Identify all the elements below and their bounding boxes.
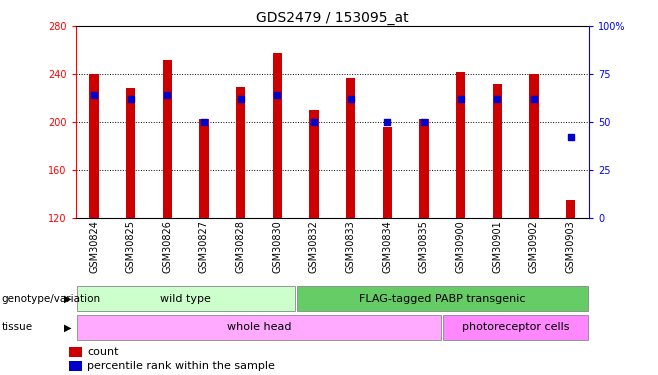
- Point: [236, 96, 246, 102]
- Text: percentile rank within the sample: percentile rank within the sample: [87, 361, 275, 371]
- Title: GDS2479 / 153095_at: GDS2479 / 153095_at: [256, 11, 409, 25]
- Bar: [126, 88, 136, 218]
- Point: [455, 96, 466, 102]
- Bar: [69, 361, 82, 371]
- Bar: [69, 346, 82, 357]
- Point: [272, 92, 282, 98]
- Bar: [419, 120, 428, 218]
- Text: whole head: whole head: [227, 322, 291, 332]
- Point: [162, 92, 172, 98]
- Text: genotype/variation: genotype/variation: [1, 294, 101, 303]
- Text: photoreceptor cells: photoreceptor cells: [462, 322, 569, 332]
- Bar: [163, 60, 172, 217]
- Point: [345, 96, 356, 102]
- Bar: [443, 315, 588, 339]
- Bar: [297, 286, 588, 310]
- Bar: [77, 286, 295, 310]
- Point: [565, 134, 576, 140]
- Point: [126, 96, 136, 102]
- Bar: [493, 84, 502, 218]
- Point: [382, 119, 393, 125]
- Bar: [77, 315, 441, 339]
- Bar: [346, 78, 355, 218]
- Bar: [309, 110, 318, 218]
- Bar: [566, 200, 575, 217]
- Bar: [456, 72, 465, 217]
- Bar: [199, 120, 209, 218]
- Text: wild type: wild type: [160, 294, 211, 303]
- Point: [199, 119, 209, 125]
- Point: [528, 96, 539, 102]
- Point: [492, 96, 503, 102]
- Bar: [383, 127, 392, 218]
- Text: FLAG-tagged PABP transgenic: FLAG-tagged PABP transgenic: [359, 294, 526, 303]
- Text: count: count: [87, 347, 118, 357]
- Bar: [236, 87, 245, 218]
- Bar: [529, 74, 538, 217]
- Text: tissue: tissue: [1, 322, 32, 332]
- Point: [89, 92, 99, 98]
- Bar: [89, 74, 99, 217]
- Text: ▶: ▶: [64, 322, 71, 332]
- Text: ▶: ▶: [64, 294, 71, 303]
- Point: [309, 119, 319, 125]
- Bar: [272, 53, 282, 217]
- Point: [418, 119, 429, 125]
